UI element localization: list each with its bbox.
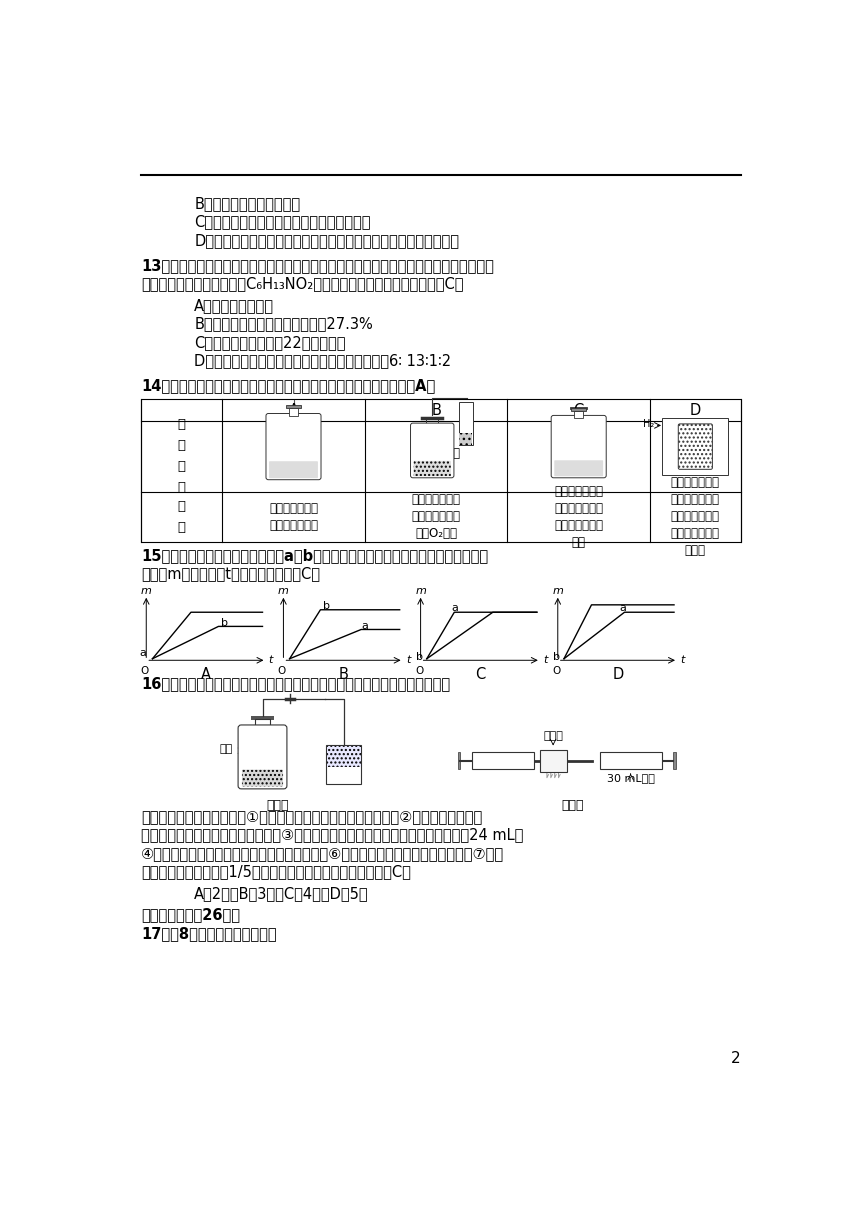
Bar — [472, 753, 534, 770]
Bar — [458, 402, 472, 445]
FancyBboxPatch shape — [414, 461, 451, 477]
Text: 硫: 硫 — [291, 457, 296, 467]
Text: C．一个亮氨酸分子由22个原子构成: C．一个亮氨酸分子由22个原子构成 — [194, 334, 346, 350]
Bar — [141, 399, 740, 541]
Text: 二、填空题（全26分）: 二、填空题（全26分） — [141, 907, 240, 923]
Text: C: C — [476, 666, 486, 682]
Text: A: A — [201, 666, 212, 682]
Text: t: t — [543, 655, 548, 665]
Text: 集气瓶中的水：
吸收放出的热量: 集气瓶中的水： 吸收放出的热量 — [269, 502, 318, 531]
Text: 关于该实验，有如下说法：①红磷息灯并冷却后才能打开弹簧夹；②点燃酒精灯加入铜: 关于该实验，有如下说法：①红磷息灯并冷却后才能打开弹簧夹；②点燃酒精灯加入铜 — [141, 809, 482, 824]
Bar — [599, 753, 661, 770]
Bar — [327, 745, 361, 784]
Text: B: B — [339, 666, 348, 682]
FancyBboxPatch shape — [269, 461, 318, 478]
Text: 其中含量最多的是亮氨酸（C₆H₁₃NO₂），关于亮氨酸的说法正确的是（C）: 其中含量最多的是亮氨酸（C₆H₁₃NO₂），关于亮氨酸的说法正确的是（C） — [141, 276, 464, 292]
Text: H₂: H₂ — [642, 418, 654, 429]
Text: B．高锰酸钔起了催化作用: B．高锰酸钔起了催化作用 — [194, 196, 300, 212]
Text: C．高锰酸钔受热分解，使产生的氧气的增多: C．高锰酸钔受热分解，使产生的氧气的增多 — [194, 215, 371, 230]
Text: B．亮氨酸中碳元素的质量分数为27.3%: B．亮氨酸中碳元素的质量分数为27.3% — [194, 316, 373, 331]
FancyBboxPatch shape — [555, 461, 603, 477]
Text: 实验均能证明空气中约1/5体积的氧。其中正确说法的个数有（C）: 实验均能证明空气中约1/5体积的氧。其中正确说法的个数有（C） — [141, 865, 411, 879]
FancyBboxPatch shape — [679, 424, 712, 469]
Text: t: t — [680, 655, 685, 665]
Text: 红磷: 红磷 — [431, 443, 441, 451]
Text: O: O — [552, 666, 561, 676]
Text: 实验一: 实验一 — [267, 799, 289, 811]
Text: a: a — [619, 603, 626, 613]
FancyBboxPatch shape — [238, 725, 287, 789]
Text: m: m — [141, 586, 151, 596]
Text: 13．（临沂中考）豆腐是人们喜爱的食物，营养丰富，能为人体提供所需的多种氨基酸，: 13．（临沂中考）豆腐是人们喜爱的食物，营养丰富，能为人体提供所需的多种氨基酸， — [141, 258, 494, 272]
Bar — [458, 753, 460, 770]
FancyBboxPatch shape — [266, 413, 321, 480]
Text: 15．两份质量相等的过氧化氢溶液a和b，在其中一份中加入少量二氧化锰，放出氧气: 15．两份质量相等的过氧化氢溶液a和b，在其中一份中加入少量二氧化锰，放出氧气 — [141, 548, 488, 563]
Text: 17．（8分）用化学符号填空：: 17．（8分）用化学符号填空： — [141, 927, 276, 941]
Text: 氧
气: 氧 气 — [291, 428, 296, 447]
Text: O: O — [140, 666, 149, 676]
Bar — [574, 411, 583, 418]
Text: D．高锰酸钔受热分解生成的二氧化锰成为氯酸钔受热分解的催化剂: D．高锰酸钔受热分解生成的二氧化锰成为氯酸钔受热分解的催化剂 — [194, 233, 459, 248]
Text: 排水法收集氢气: 排水法收集氢气 — [671, 463, 720, 477]
Text: 测定空气中氧气
含量: 测定空气中氧气 含量 — [412, 447, 461, 477]
Text: 硫在氧气中燃烧: 硫在氧气中燃烧 — [269, 463, 318, 477]
Text: O: O — [278, 666, 286, 676]
Text: t: t — [406, 655, 410, 665]
Bar — [459, 433, 472, 445]
Text: m: m — [278, 586, 289, 596]
Text: 量筒中的水：通
过水体积的变化
得出O₂体积: 量筒中的水：通 过水体积的变化 得出O₂体积 — [412, 494, 461, 540]
Text: 丝，可观察到铜丝由红色变成黑色；③停止加热后即可读出注射器内气体的体积约为24 mL；: 丝，可观察到铜丝由红色变成黑色；③停止加热后即可读出注射器内气体的体积约为24 … — [141, 828, 523, 843]
Text: b: b — [416, 652, 423, 663]
Text: O: O — [415, 666, 423, 676]
Bar — [662, 418, 728, 475]
Text: 集气瓶中的水：
冷却溅落的熳融
物，防止集气瓶
炸裂: 集气瓶中的水： 冷却溅落的熳融 物，防止集气瓶 炸裂 — [554, 485, 603, 548]
Text: 细铜丝: 细铜丝 — [544, 731, 563, 741]
Text: a: a — [361, 620, 368, 631]
Bar — [286, 405, 301, 409]
Text: A．亮氨酸是氧化物: A．亮氨酸是氧化物 — [194, 298, 274, 313]
Text: 水: 水 — [341, 764, 347, 773]
Text: 30 mL空气: 30 mL空气 — [606, 773, 654, 783]
Text: 16．某化学兴趣小组的同学在老师的指导下，正确完成如下图所示两个实验。: 16．某化学兴趣小组的同学在老师的指导下，正确完成如下图所示两个实验。 — [141, 676, 450, 691]
Text: 的质量m与反应时间t的关系正确的是（C）: 的质量m与反应时间t的关系正确的是（C） — [141, 567, 320, 581]
Text: b: b — [322, 601, 329, 610]
Text: b: b — [221, 618, 228, 627]
Bar — [251, 716, 274, 720]
Text: ④实验取用铜丝质量的多少不会影响实验结果；⑥两个实验均能证明空气是混合物；⑦两个: ④实验取用铜丝质量的多少不会影响实验结果；⑥两个实验均能证明空气是混合物；⑦两个 — [141, 846, 504, 861]
Text: m: m — [552, 586, 563, 596]
Text: 14．下列实验指定容器中的水，其解释没有体现水的主要作用的是（A）: 14．下列实验指定容器中的水，其解释没有体现水的主要作用的是（A） — [141, 378, 435, 393]
Bar — [539, 750, 567, 771]
FancyBboxPatch shape — [410, 423, 454, 478]
Text: D: D — [690, 402, 701, 417]
Text: 铁丝在氧气中燃
烧: 铁丝在氧气中燃 烧 — [554, 447, 603, 477]
Text: t: t — [268, 655, 273, 665]
Text: 解
释: 解 释 — [177, 500, 186, 534]
Text: m: m — [415, 586, 426, 596]
Text: 集气瓶中的水：
先将集气瓶内的
空气排净，后便
于观察氢气何时
收集满: 集气瓶中的水： 先将集气瓶内的 空气排净，后便 于观察氢气何时 收集满 — [671, 477, 720, 557]
Text: a: a — [139, 648, 146, 658]
Bar — [289, 409, 298, 416]
Bar — [571, 407, 586, 411]
Text: A: A — [288, 402, 298, 417]
Text: 实验二: 实验二 — [562, 799, 584, 811]
Text: a: a — [451, 603, 458, 613]
Text: D: D — [612, 666, 624, 682]
Text: A．2个　B．3个　C．4个　D．5个: A．2个 B．3个 C．4个 D．5个 — [194, 886, 369, 901]
Text: 红磷: 红磷 — [219, 744, 232, 754]
Text: D．亮氨酸中碳、氢、氮、氧四种元素的质量比为6∶ 13∶1∶2: D．亮氨酸中碳、氢、氮、氧四种元素的质量比为6∶ 13∶1∶2 — [194, 354, 452, 368]
Text: b: b — [553, 652, 560, 663]
Text: 实
验
装
置: 实 验 装 置 — [177, 418, 186, 494]
FancyBboxPatch shape — [551, 416, 606, 478]
FancyBboxPatch shape — [242, 770, 283, 787]
Text: C: C — [574, 402, 584, 417]
Bar — [327, 747, 360, 767]
Text: B: B — [431, 402, 441, 417]
Text: 2: 2 — [731, 1051, 740, 1066]
Bar — [673, 753, 676, 770]
